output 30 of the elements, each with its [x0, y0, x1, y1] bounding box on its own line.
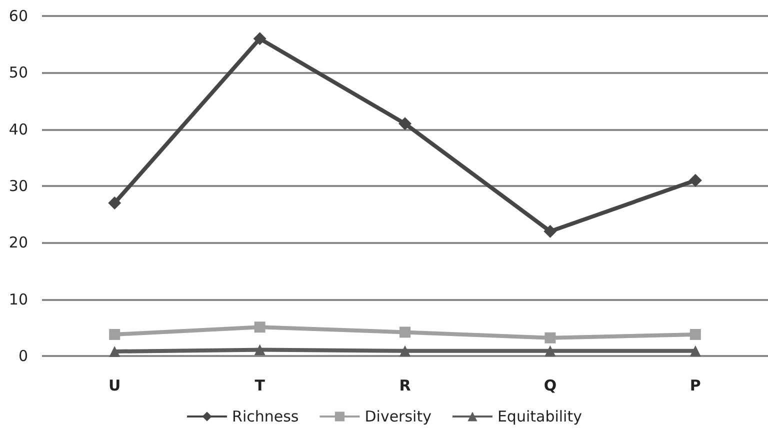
point	[400, 326, 410, 338]
point	[253, 32, 266, 46]
point	[109, 328, 120, 340]
legend-label: Equitability	[497, 408, 582, 426]
x-tick-label: Q	[544, 376, 557, 394]
point	[544, 332, 556, 344]
y-tick-label: 60	[8, 7, 28, 25]
legend-label: Richness	[232, 408, 299, 426]
y-tick-label: 30	[8, 177, 28, 195]
x-tick-label: T	[254, 376, 266, 394]
y-tick-label: 0	[18, 347, 28, 365]
y-tick-label: 50	[8, 64, 28, 82]
x-tick-label: P	[690, 376, 701, 394]
point	[544, 224, 557, 238]
x-tick-label: U	[108, 376, 121, 394]
legend-label: Diversity	[364, 408, 432, 426]
y-tick-label: 40	[8, 120, 28, 138]
point	[400, 345, 410, 356]
point	[690, 345, 701, 356]
point	[254, 322, 266, 333]
point	[109, 346, 120, 357]
point	[690, 328, 701, 340]
y-tick-label: 20	[8, 234, 28, 252]
point	[108, 196, 122, 210]
point	[398, 117, 412, 130]
point	[688, 174, 702, 187]
y-tick-label: 10	[8, 290, 28, 308]
point	[544, 345, 556, 356]
x-tick-label: R	[399, 376, 412, 394]
point	[254, 344, 266, 356]
